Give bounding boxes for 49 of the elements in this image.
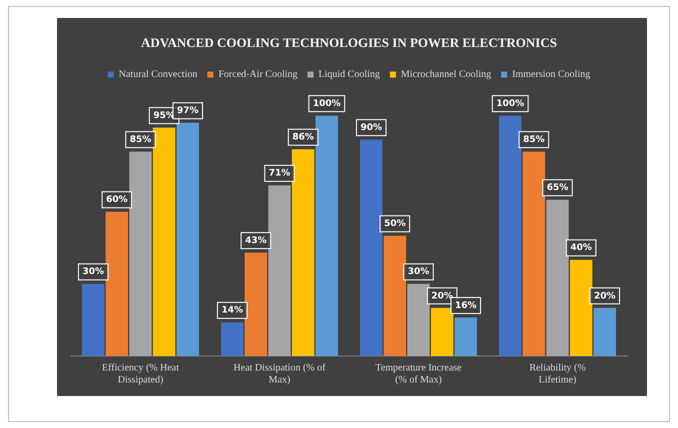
bar [522,152,546,356]
legend-label: Natural Convection [118,69,198,80]
data-label: 14% [221,306,244,316]
data-label: 90% [360,122,382,133]
bar [454,318,477,356]
bar [499,116,522,356]
data-label: 71% [268,168,290,179]
bar [360,140,382,356]
bar [384,236,406,356]
legend-label: Immersion Cooling [512,69,590,80]
legend-label: Liquid Cooling [318,69,380,80]
data-label: 60% [106,195,128,206]
x-tick-label: Reliability (% Lifetime) [529,362,586,386]
bar [106,212,128,356]
data-label: 100% [496,98,524,109]
data-label: 97% [176,106,199,116]
bar [594,308,616,356]
legend-label: Microchannel Cooling [400,69,492,80]
chart-title: ADVANCED COOLING TECHNOLOGIES IN POWER ELECTRONICS [141,35,557,50]
data-label: 86% [292,132,314,143]
data-label: 30% [82,267,104,278]
data-label: 100% [312,98,341,109]
legend-label: Forced-Air Cooling [218,69,298,80]
x-tick-label: Heat Dissipation (% of Max) [234,362,326,386]
data-label: 20% [594,291,616,302]
bar [221,322,244,356]
bar [430,308,454,356]
bar [316,116,338,356]
data-label: 40% [570,243,592,254]
bar [129,152,152,356]
x-tick-label: Efficiency (% Heat Dissipated) [102,362,180,386]
data-label: 43% [245,236,267,246]
bar [152,128,176,356]
bar [82,284,104,356]
data-label: 85% [523,135,545,146]
data-label: 85% [130,135,152,146]
bar [176,122,199,356]
data-label: 16% [454,300,477,311]
bar [570,260,592,356]
x-tick-label: Temperature Increase (% of Max) [375,362,462,386]
bar [292,149,314,356]
data-label: 65% [546,183,568,194]
data-label: 50% [384,219,406,230]
bar [244,252,268,356]
data-label: 30% [408,267,430,278]
bar [268,185,291,356]
bar [407,284,430,356]
data-label: 20% [431,291,453,302]
bar [546,200,569,356]
